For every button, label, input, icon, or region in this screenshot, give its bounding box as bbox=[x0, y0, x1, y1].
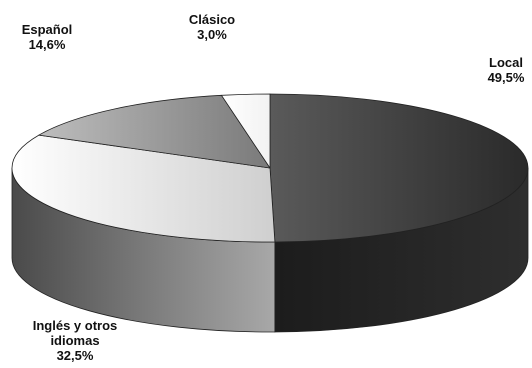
slice-name-line-2: idiomas bbox=[50, 333, 100, 348]
slice-name: Español bbox=[21, 22, 73, 37]
pie-slice-clasico bbox=[221, 93, 271, 169]
slice-value: 14,6% bbox=[28, 37, 66, 52]
slice-label-local: Local 49,5% bbox=[474, 55, 532, 85]
slice-label-clasico: Clásico 3,0% bbox=[177, 12, 247, 42]
slice-label-ingles: Inglés y otros idiomas 32,5% bbox=[0, 318, 150, 363]
slice-name: Clásico bbox=[188, 12, 236, 27]
pie-slice-espanol bbox=[38, 94, 271, 169]
pie-slice-local bbox=[269, 93, 529, 243]
slice-label-espanol: Español 14,6% bbox=[12, 22, 82, 52]
slice-value: 49,5% bbox=[487, 70, 525, 85]
slice-value: 32,5% bbox=[56, 348, 94, 363]
slice-name: Local bbox=[489, 55, 523, 70]
slice-name-line-1: Inglés y otros bbox=[32, 318, 118, 333]
pie-slice-ingles-y-otros-idiomas bbox=[11, 134, 276, 243]
slice-value: 3,0% bbox=[197, 27, 227, 42]
